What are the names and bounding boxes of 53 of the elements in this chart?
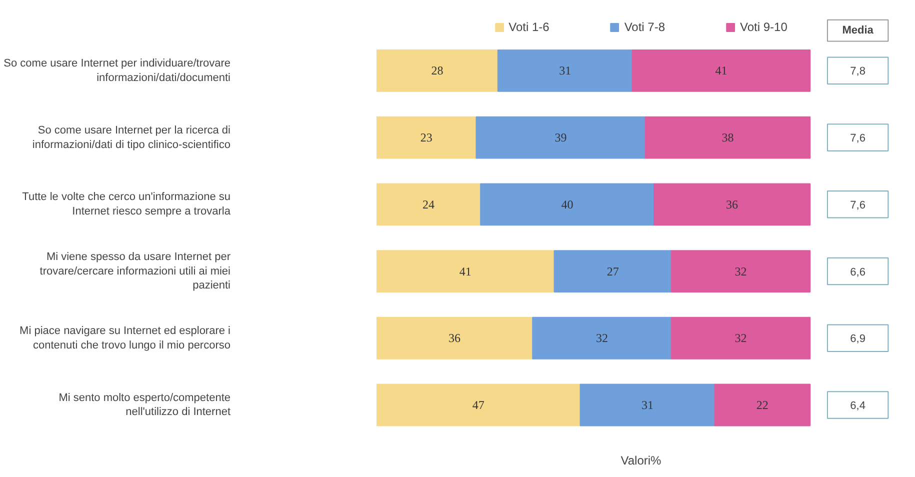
text: 6,4 (850, 400, 866, 412)
bar (632, 49, 811, 92)
bar (532, 316, 672, 360)
bar (376, 316, 534, 360)
data-label: 41 (459, 264, 472, 278)
x-axis-title: Valori% (620, 454, 662, 468)
text: 6,6 (850, 266, 866, 278)
bar (644, 116, 811, 159)
data-label: 36 (448, 331, 461, 346)
text: 7,8 (850, 66, 866, 78)
bar (554, 250, 672, 293)
text: Media (842, 24, 874, 37)
data-label: 27 (606, 264, 619, 278)
bar (497, 49, 633, 92)
bar (654, 183, 811, 226)
bar (376, 250, 555, 293)
data-label: 40 (561, 197, 574, 212)
data-label: 36 (726, 197, 738, 212)
data-label: 23 (420, 130, 432, 145)
y-tick-label: So come usare Internet per la ricerca di informazioni/dati di tipo clinico-scientifico (32, 124, 231, 151)
legend-label: Voti 7-8 (624, 20, 666, 34)
data-label: 32 (734, 264, 747, 278)
bar (670, 250, 811, 293)
text: 6,9 (850, 333, 866, 346)
y-tick-label: Mi sento molto esperto/competente nell'utilizzo di Internet (58, 392, 231, 418)
data-label: 38 (722, 130, 734, 145)
data-label: 47 (472, 398, 484, 412)
bar (580, 384, 716, 426)
bar (376, 116, 477, 159)
data-label: 39 (554, 130, 567, 145)
data-label: 24 (422, 197, 435, 212)
data-label: 32 (734, 331, 747, 346)
legend-label: Voti 1-6 (508, 20, 550, 34)
bar (476, 116, 646, 159)
y-tick-label: Mi piace navigare su Internet ed esplorare i contenuti che trovo lungo il mio percorso (20, 324, 231, 352)
data-label: 31 (559, 64, 572, 78)
bar (376, 183, 482, 226)
text: 7,6 (850, 132, 866, 145)
bar (376, 49, 498, 92)
bar (670, 316, 811, 360)
data-label: 22 (756, 398, 768, 412)
data-label: 28 (431, 64, 444, 78)
bar (376, 384, 581, 426)
legend-label: Voti 9-10 (740, 20, 788, 34)
data-label: 31 (642, 398, 654, 412)
data-label: 41 (715, 64, 728, 78)
text: 7,6 (850, 199, 866, 212)
y-tick-label: Mi viene spesso da usare Internet per trovare/cercare informazioni utili ai miei pazienti (40, 250, 231, 292)
data-label: 32 (596, 331, 608, 346)
y-tick-label: So come usare Internet per individuare/trovare informazioni/dati/documenti (4, 57, 231, 84)
bar (480, 183, 655, 226)
y-tick-label: Tutte le volte che cerco un'informazione su Internet riesco sempre a trovarla (22, 191, 232, 218)
bar (714, 384, 811, 426)
